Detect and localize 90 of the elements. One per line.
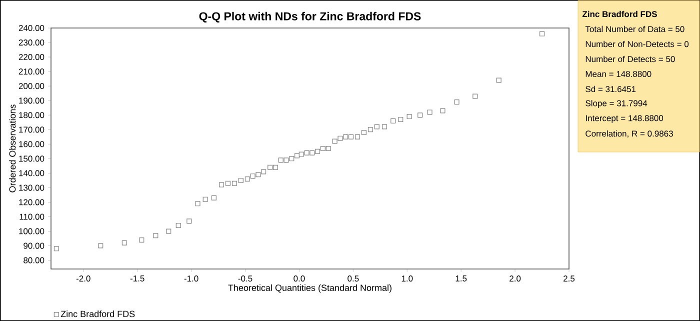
point <box>202 196 208 202</box>
point <box>320 146 326 151</box>
point <box>374 124 380 130</box>
point <box>472 94 478 99</box>
y-axis-title: Ordered Observations <box>9 104 16 192</box>
point <box>390 118 396 124</box>
point <box>338 136 343 141</box>
point <box>332 138 338 144</box>
point <box>153 233 158 238</box>
point <box>298 152 304 157</box>
y-tick-label: 180.00 <box>19 112 44 118</box>
y-tick-label: 100.00 <box>19 228 44 234</box>
point <box>238 178 244 183</box>
text: Sd = 31.6451 <box>586 86 636 92</box>
x-tick-label: 1.5 <box>456 276 467 282</box>
y-tick-label: 160.00 <box>19 141 44 148</box>
y-tick-label: 90.00 <box>24 242 44 249</box>
x-axis-title: Theoretical Quantities (Standard Normal) <box>228 284 392 293</box>
point <box>348 134 354 140</box>
y-tick-label: 210.00 <box>18 68 44 75</box>
point <box>289 156 294 162</box>
text: Correlation, R = 0.9863 <box>586 130 673 138</box>
point <box>139 237 144 242</box>
point <box>398 116 404 122</box>
point <box>256 172 261 178</box>
point <box>326 146 331 151</box>
point <box>294 153 300 158</box>
point <box>382 124 387 130</box>
point <box>166 228 172 234</box>
point <box>186 218 192 224</box>
text: Mean = 148.8800 <box>586 70 652 78</box>
y-tick-label: 220.00 <box>18 54 44 60</box>
point <box>195 201 200 206</box>
y-tick-label: 140.00 <box>19 170 44 176</box>
point <box>418 112 423 118</box>
text: Slope = 31.7994 <box>586 100 648 108</box>
x-tick-label: 2.0 <box>510 276 521 282</box>
point <box>304 150 310 156</box>
point <box>278 158 284 163</box>
x-tick-label: -0.5 <box>238 276 252 282</box>
y-tick-label: 150.00 <box>19 156 44 162</box>
point <box>232 180 237 186</box>
legend-label: Zinc Bradford FDS <box>60 310 135 318</box>
y-tick-label: 190.00 <box>19 98 44 104</box>
point <box>219 182 224 188</box>
point <box>268 164 273 170</box>
text: Number of Detects = 50 <box>586 56 675 62</box>
x-tick-label: 2.5 <box>564 276 575 282</box>
point <box>368 127 373 132</box>
point <box>427 110 432 115</box>
point <box>496 78 502 83</box>
point <box>176 222 181 228</box>
x-tick-label: -1.0 <box>184 276 198 282</box>
text: Number of Non-Detects = 0 <box>586 40 689 48</box>
point <box>454 100 460 105</box>
x-tick-label: 1.0 <box>402 276 413 282</box>
x-tick-label: 0.0 <box>294 276 305 282</box>
text: Intercept = 148.8800 <box>586 115 664 123</box>
point <box>122 240 127 246</box>
y-tick-label: 120.00 <box>19 199 44 206</box>
x-tick-label: -1.5 <box>130 276 144 282</box>
point <box>225 180 230 186</box>
point <box>261 169 266 174</box>
point <box>343 134 348 140</box>
point <box>272 164 278 170</box>
point <box>540 31 545 36</box>
text: Total Number of Data = 50 <box>585 26 684 32</box>
text: Zinc Bradford FDS <box>582 10 657 18</box>
point <box>315 148 320 154</box>
y-tick-label: 240.00 <box>18 24 44 32</box>
point <box>354 134 360 140</box>
y-tick-label: 230.00 <box>18 40 44 46</box>
y-tick-label: 200.00 <box>18 83 44 90</box>
point <box>284 158 289 163</box>
y-tick-label: 170.00 <box>19 126 44 133</box>
point <box>250 174 256 179</box>
y-tick-label: 130.00 <box>19 184 44 191</box>
x-tick-label: -2.0 <box>76 276 90 282</box>
point <box>211 195 216 200</box>
y-tick-label: 110.00 <box>20 214 44 220</box>
point <box>244 176 250 182</box>
point <box>54 246 59 252</box>
y-tick-label: 80.00 <box>24 257 44 264</box>
point <box>98 243 104 248</box>
point <box>310 150 315 156</box>
x-tick-label: 0.5 <box>348 276 359 282</box>
point <box>406 114 412 120</box>
chart-title: Q-Q Plot with NDs for Zinc Bradford FDS <box>199 12 421 23</box>
point <box>440 108 446 114</box>
point <box>361 130 366 136</box>
